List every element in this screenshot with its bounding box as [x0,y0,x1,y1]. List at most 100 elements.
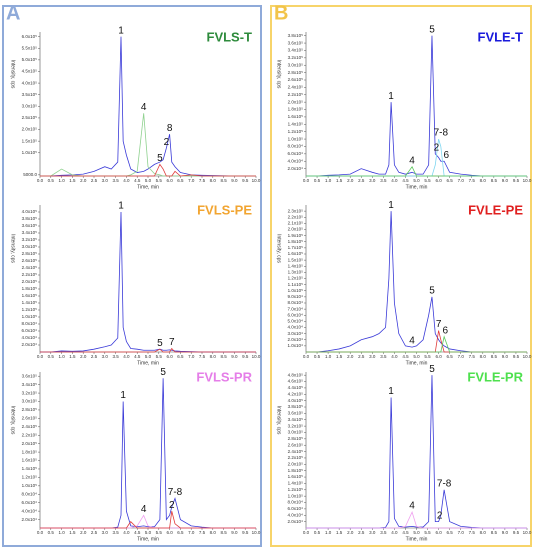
y-tick-label: 4.0x10⁴ [22,508,38,513]
y-tick-label: 2.2x10⁵ [22,432,38,437]
x-tick-label: 4.0 [391,178,398,183]
y-tick-label: 6.0x10⁴ [22,328,38,333]
y-tick-label: 2.4x10⁵ [22,265,38,270]
y-tick-label: 1.5x10⁵ [22,138,38,143]
x-tick-label: 4.0 [391,530,398,535]
x-tick-label: 8.0 [480,530,487,535]
peak-label: 1 [118,25,124,36]
y-tick-label: 4.0x10⁴ [22,335,38,340]
x-tick-label: 7.0 [188,178,195,183]
x-tick-label: 4.0 [391,354,398,359]
y-tick-label: 1.4x10⁵ [22,466,38,471]
peak-label: 7-8 [437,478,452,489]
y-tick-label: 5000.0 [23,172,37,177]
x-tick-label: 3.5 [112,530,119,535]
y-tick-label: 3.4x10⁵ [22,382,38,387]
trace [40,347,256,353]
x-tick-label: 6.0 [435,178,442,183]
peak-label: 4 [409,155,415,166]
x-tick-label: 7.0 [458,530,465,535]
peak-label: 1 [120,390,126,401]
x-tick-label: 5.0 [145,354,152,359]
y-tick-label: 3.2x10⁵ [22,237,38,242]
y-tick-label: 2.6x10⁵ [22,258,38,263]
x-tick-label: 5.5 [156,178,163,183]
x-tick-label: 1.5 [69,530,76,535]
y-tick-label: 3.8x10⁵ [22,216,38,221]
x-tick-label: 0.0 [37,178,44,183]
x-tick-label: 3.5 [380,178,387,183]
peak-label: 7 [436,319,442,330]
x-axis-title: Time, min [137,360,159,366]
y-tick-label: 7.0x10⁴ [288,306,304,311]
peak-label: 4 [409,501,415,512]
x-axis-title: Time, min [406,184,428,190]
x-tick-label: 0.0 [303,354,310,359]
y-tick-label: 3.6x10⁵ [22,373,38,378]
y-tick-label: 2.2x10⁵ [22,272,38,277]
peak-label: 7 [169,337,175,348]
x-tick-label: 6.0 [166,530,173,535]
x-tick-label: 9.0 [502,178,509,183]
y-tick-label: 2.0x10⁵ [22,127,38,132]
x-tick-label: 2.5 [91,530,98,535]
x-tick-label: 1.5 [336,178,343,183]
x-tick-label: 7.5 [199,354,206,359]
x-tick-label: 3.0 [102,354,109,359]
x-tick-label: 10.0 [252,178,261,183]
y-tick-label: 5.0x10⁵ [22,57,38,62]
y-tick-label: 2.0x10⁴ [288,166,304,171]
x-tick-label: 10.0 [252,530,261,535]
y-tick-label: 1.1x10⁵ [288,282,304,287]
trace [40,514,256,529]
x-tick-label: 5.5 [156,530,163,535]
y-tick-label: 8.0x10⁴ [288,500,304,505]
x-tick-label: 7.5 [469,178,476,183]
y-tick-label: 3.5x10⁵ [22,92,38,97]
x-axis-title: Time, min [406,360,428,366]
y-tick-label: 1.6x10⁵ [288,474,304,479]
y-tick-label: 2.0x10⁴ [288,337,304,342]
x-tick-label: 7.5 [199,530,206,535]
x-tick-label: 5.0 [413,354,420,359]
y-tick-label: 3.2x10⁵ [288,55,304,60]
y-tick-label: 4.0x10⁴ [288,512,304,517]
x-tick-label: 10.0 [523,354,532,359]
y-tick-label: 4.0x10⁴ [288,325,304,330]
peak-label: 5 [157,338,163,349]
x-tick-label: 4.5 [402,178,409,183]
x-tick-label: 8.0 [480,178,487,183]
y-tick-label: 4.0x10⁵ [22,80,38,85]
chart-title: FVLE-PR [467,369,523,384]
peak-label: 7-8 [434,128,449,139]
y-tick-label: 1.0x10⁵ [22,150,38,155]
trace [306,375,527,529]
x-tick-label: 1.5 [69,178,76,183]
x-tick-label: 7.0 [458,354,465,359]
y-tick-label: 2.0x10⁴ [22,342,38,347]
x-tick-label: 0.5 [314,178,321,183]
y-tick-label: 1.0x10⁵ [288,136,304,141]
x-tick-label: 0.0 [37,530,44,535]
y-tick-label: 3.4x10⁵ [288,417,304,422]
x-tick-label: 0.5 [48,530,55,535]
trace [40,113,256,177]
trace [40,511,256,529]
x-tick-label: 6.0 [435,530,442,535]
x-tick-label: 9.0 [231,178,238,183]
y-tick-label: 4.6x10⁵ [288,379,304,384]
x-tick-label: 2.0 [80,354,87,359]
trace [306,138,527,177]
trace [306,335,527,353]
y-tick-label: 1.4x10⁵ [288,481,304,486]
y-tick-label: 3.6x10⁵ [22,223,38,228]
x-tick-label: 6.5 [177,530,184,535]
y-tick-label: 1.8x10⁵ [22,449,38,454]
y-tick-label: 2.0x10⁵ [288,227,304,232]
x-tick-label: 3.5 [380,354,387,359]
peak-label: 1 [118,201,124,212]
x-tick-label: 5.0 [145,178,152,183]
peak-label: 5 [157,153,163,164]
y-tick-label: 2.6x10⁵ [22,416,38,421]
y-tick-label: 1.0x10⁵ [22,483,38,488]
